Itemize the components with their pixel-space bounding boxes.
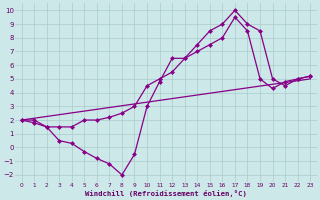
X-axis label: Windchill (Refroidissement éolien,°C): Windchill (Refroidissement éolien,°C) [85,190,247,197]
